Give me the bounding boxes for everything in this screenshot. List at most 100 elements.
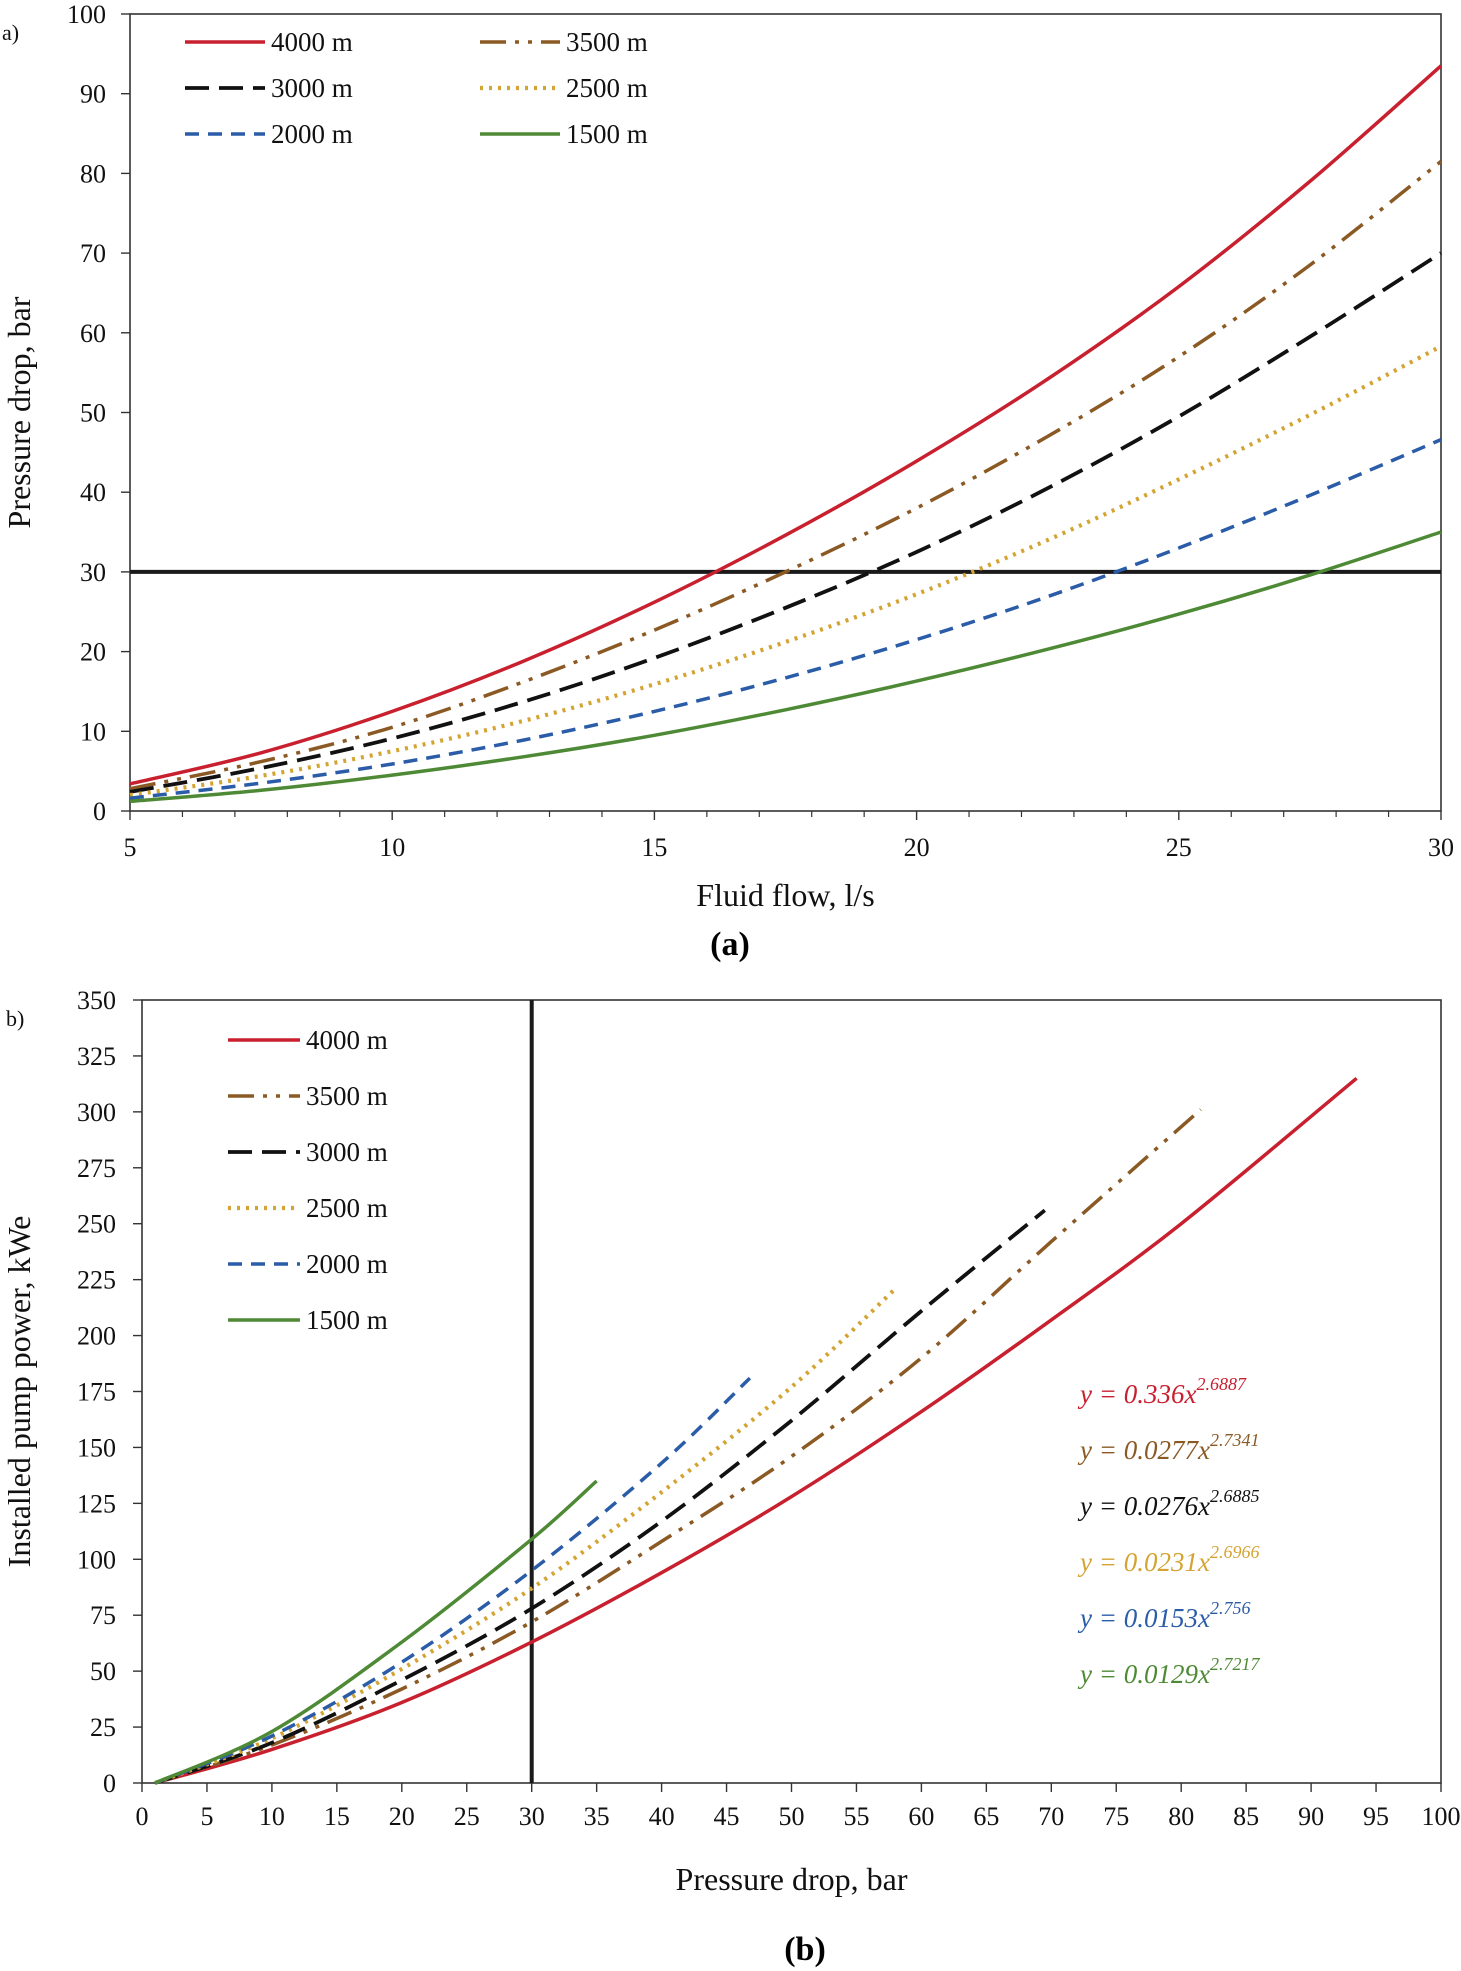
x-tick-label: 20 — [389, 1802, 415, 1831]
y-tick-label: 50 — [90, 1657, 116, 1686]
legend-label-2000-m: 2000 m — [306, 1249, 388, 1279]
x-tick-label: 30 — [519, 1802, 545, 1831]
x-tick-label: 25 — [454, 1802, 480, 1831]
y-tick-label: 0 — [103, 1769, 116, 1798]
x-tick-label: 95 — [1363, 1802, 1389, 1831]
y-tick-label: 350 — [77, 986, 116, 1015]
equation-base: y = 0.0129x — [1077, 1659, 1210, 1689]
y-tick-label: 275 — [77, 1154, 116, 1183]
series-line-4000-m — [154, 1076, 1358, 1785]
y-axis-label: Installed pump power, kWe — [1, 1216, 37, 1568]
x-tick-label: 45 — [714, 1802, 740, 1831]
y-tick-label: 200 — [77, 1322, 116, 1351]
series-line-3000-m — [154, 1208, 1047, 1785]
x-tick-label: 60 — [908, 1802, 934, 1831]
y-tick-label: 60 — [80, 319, 106, 348]
y-tick-label: 225 — [77, 1266, 116, 1295]
legend-label-1500-m: 1500 m — [306, 1305, 388, 1335]
equation-exponent: 2.7217 — [1210, 1654, 1261, 1674]
x-tick-label: 40 — [649, 1802, 675, 1831]
legend: 4000 m 3500 m 3000 m 2500 m 2000 m 1500 m — [228, 1025, 388, 1335]
panel-tag: a) — [2, 20, 19, 45]
x-tick-label: 75 — [1103, 1802, 1129, 1831]
equation-base: y = 0.0276x — [1077, 1491, 1210, 1521]
equation-base: y = 0.0277x — [1077, 1435, 1210, 1465]
chart-a: 5 10 15 20 25 30 0 10 20 30 40 50 60 70 80 90 100 Fluid f… — [1, 0, 1454, 913]
equation-3500-m: y = 0.0277x2.7341 — [1077, 1430, 1259, 1465]
y-tick-label: 75 — [90, 1601, 116, 1630]
equation-exponent: 2.7341 — [1210, 1430, 1260, 1450]
y-tick-label: 150 — [77, 1433, 116, 1462]
equation-base: y = 0.336x — [1077, 1379, 1196, 1409]
x-tick-label: 100 — [1422, 1802, 1461, 1831]
panel-tag: b) — [6, 1006, 24, 1031]
equation-2500-m: y = 0.0231x2.6966 — [1077, 1542, 1259, 1577]
equation-3000-m: y = 0.0276x2.6885 — [1077, 1486, 1259, 1521]
chart-b: 0 5 10 15 20 25 30 35 40 45 50 55 60 65 70 75 80 85 90 95 10… — [1, 986, 1461, 1897]
y-tick-label: 50 — [80, 399, 106, 428]
x-tick-label: 10 — [379, 833, 405, 862]
equation-1500-m: y = 0.0129x2.7217 — [1077, 1654, 1260, 1689]
caption-b: (b) — [784, 1931, 826, 1968]
caption-a: (a) — [710, 926, 750, 963]
legend-label-3500-m: 3500 m — [566, 27, 648, 57]
y-tick-label: 175 — [77, 1378, 116, 1407]
equation-4000-m: y = 0.336x2.6887 — [1077, 1374, 1247, 1409]
x-axis-label: Pressure drop, bar — [676, 1861, 908, 1897]
x-tick-label: 70 — [1038, 1802, 1064, 1831]
series-line-2000-m — [154, 1376, 752, 1785]
y-tick-label: 10 — [80, 717, 106, 746]
legend-label-4000-m: 4000 m — [306, 1025, 388, 1055]
x-tick-label: 55 — [843, 1802, 869, 1831]
x-tick-label: 30 — [1428, 833, 1454, 862]
equation-exponent: 2.756 — [1210, 1598, 1251, 1618]
series-line-3500-m — [129, 160, 1443, 791]
y-tick-label: 0 — [93, 797, 106, 826]
y-tick-label: 30 — [80, 558, 106, 587]
equation-base: y = 0.0153x — [1077, 1603, 1210, 1633]
series-line-4000-m — [129, 64, 1443, 786]
legend: 4000 m 3500 m 3000 m 2500 m 2000 m 1500 m — [185, 27, 648, 149]
legend-label-4000-m: 4000 m — [271, 27, 353, 57]
equation-exponent: 2.6885 — [1210, 1486, 1260, 1506]
legend-label-3000-m: 3000 m — [271, 73, 353, 103]
y-tick-label: 325 — [77, 1042, 116, 1071]
equation-2000-m: y = 0.0153x2.756 — [1077, 1598, 1250, 1633]
series-line-2500-m — [154, 1287, 897, 1785]
x-axis-label: Fluid flow, l/s — [696, 877, 874, 913]
y-tick-label: 40 — [80, 478, 106, 507]
y-axis-label: Pressure drop, bar — [1, 296, 37, 528]
y-tick-label: 250 — [77, 1210, 116, 1239]
y-tick-label: 25 — [90, 1713, 116, 1742]
x-tick-label: 35 — [584, 1802, 610, 1831]
x-tick-label: 50 — [779, 1802, 805, 1831]
equation-exponent: 2.6887 — [1196, 1374, 1247, 1394]
x-tick-label: 5 — [200, 1802, 213, 1831]
x-tick-label: 15 — [324, 1802, 350, 1831]
series-line-1500-m — [154, 1479, 598, 1785]
x-tick-label: 0 — [136, 1802, 149, 1831]
x-tick-label: 5 — [124, 833, 137, 862]
legend-label-2500-m: 2500 m — [566, 73, 648, 103]
legend-label-3500-m: 3500 m — [306, 1081, 388, 1111]
equation-base: y = 0.0231x — [1077, 1547, 1210, 1577]
x-tick-label: 65 — [973, 1802, 999, 1831]
legend-label-1500-m: 1500 m — [566, 119, 648, 149]
x-tick-label: 20 — [904, 833, 930, 862]
y-tick-label: 125 — [77, 1489, 116, 1518]
y-tick-label: 20 — [80, 638, 106, 667]
series-line-1500-m — [129, 530, 1442, 804]
series-line-2000-m — [129, 437, 1442, 800]
x-tick-label: 80 — [1168, 1802, 1194, 1831]
x-tick-label: 15 — [641, 833, 667, 862]
series-line-3500-m — [154, 1108, 1202, 1785]
x-tick-label: 90 — [1298, 1802, 1324, 1831]
series-line-3000-m — [129, 251, 1443, 794]
legend-label-2500-m: 2500 m — [306, 1193, 388, 1223]
x-tick-label: 10 — [259, 1802, 285, 1831]
y-tick-label: 80 — [80, 159, 106, 188]
equation-exponent: 2.6966 — [1210, 1542, 1260, 1562]
y-tick-label: 70 — [80, 239, 106, 268]
